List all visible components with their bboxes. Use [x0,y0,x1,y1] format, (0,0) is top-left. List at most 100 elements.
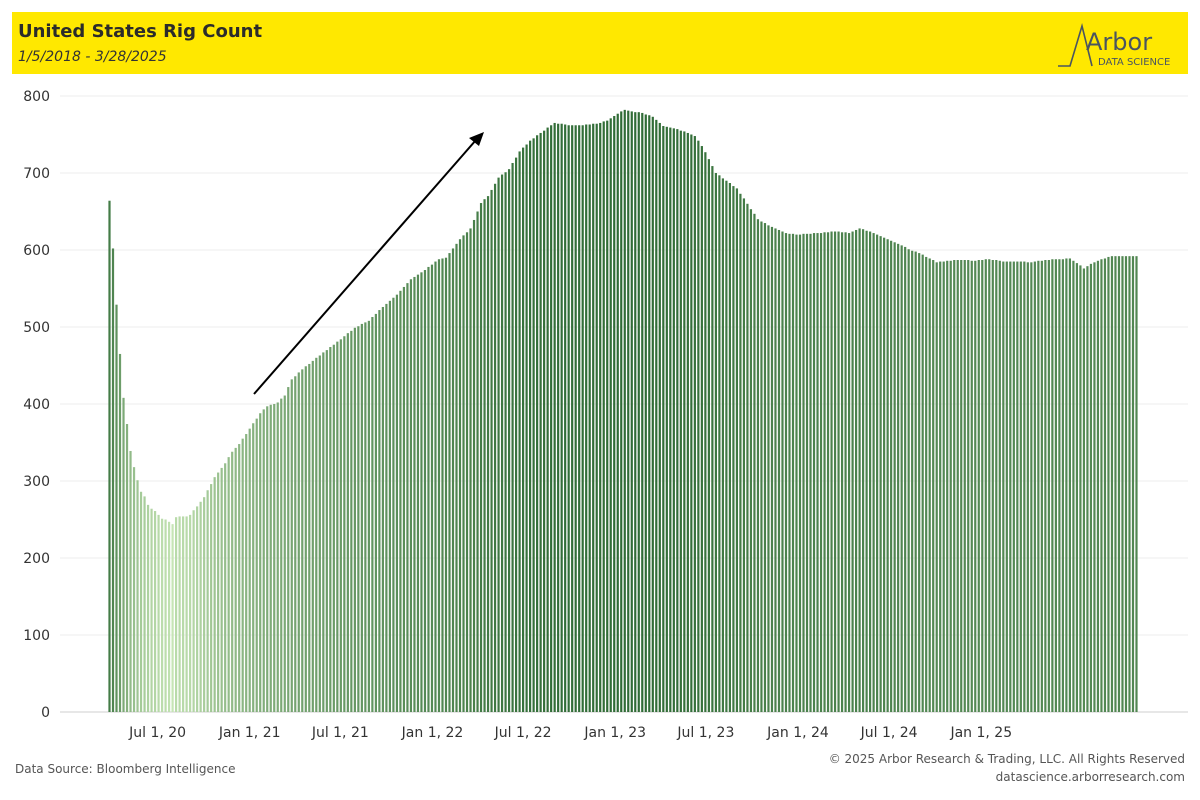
bar [956,260,959,712]
bar [662,126,665,712]
bar [613,116,616,712]
bar [1016,261,1019,712]
y-tick-label: 700 [23,166,50,182]
bar [231,451,234,712]
bar [427,266,430,712]
bar [248,428,251,712]
bar [522,147,525,713]
bar [192,510,195,712]
bar [536,135,539,712]
bar [157,514,160,712]
bar [911,250,914,712]
bar [826,232,830,713]
bar [840,232,844,713]
bar [455,243,458,712]
bar [1012,261,1015,712]
bar [294,376,297,712]
bar [367,320,370,712]
bar [122,397,125,712]
bar [781,231,784,712]
bar [500,174,504,713]
bar [774,228,777,712]
bar [297,372,300,712]
bar [665,126,668,713]
bar [353,327,356,712]
bar [914,251,917,713]
bar [153,511,157,712]
bar [518,151,521,712]
bar [483,199,486,712]
bar [143,496,146,712]
bar [932,260,935,712]
bar [210,484,213,712]
bar [567,125,570,712]
bar [437,259,441,712]
bar [430,264,434,712]
bar [1089,263,1093,712]
bar [802,233,805,712]
bar [458,239,462,712]
x-tick-label: Jan 1, 22 [401,725,464,741]
bar [763,223,767,713]
website-link[interactable]: datascience.arborresearch.com [995,770,1185,784]
bar [879,236,882,712]
bar [830,231,833,712]
bar [655,119,658,713]
bar [132,467,136,712]
bar [918,253,921,712]
bar [332,344,335,712]
bar [493,183,497,712]
bar [616,113,619,712]
bar [581,125,584,712]
bar [199,501,202,712]
bar [858,228,861,712]
bar [921,254,924,712]
bar [262,409,265,712]
bar [1075,263,1079,712]
bar [732,186,735,713]
bar [1110,256,1114,712]
bar [111,248,115,712]
bar [343,336,346,712]
chart-title: United States Rig Count [18,21,263,42]
bar [704,152,707,712]
copyright: © 2025 Arbor Research & Trading, LLC. Al… [828,752,1185,766]
bar [402,286,406,712]
bar [760,221,763,712]
bar [1124,256,1128,712]
bar [301,369,304,712]
bar [644,114,647,713]
bar [753,213,756,712]
bar [1061,259,1064,712]
bar [998,260,1001,712]
bar [1005,261,1008,712]
y-tick-label: 0 [41,705,50,721]
bar [949,260,952,712]
bar [725,180,728,712]
bar [735,188,739,712]
bar [749,209,753,712]
bar [739,193,742,713]
bar [325,350,328,712]
x-tick-label: Jul 1, 23 [676,725,734,741]
bar [283,395,286,712]
bar [984,259,987,712]
bar [385,303,388,712]
bar [413,276,416,712]
bar [392,297,395,712]
bar [823,232,826,713]
bar [634,112,637,713]
bar [304,366,307,712]
bar [129,450,132,712]
bar [245,434,248,712]
bar [182,516,185,712]
bar [869,231,872,712]
bar [1040,260,1043,712]
bar [378,310,381,712]
bar [371,316,374,712]
bar [816,233,819,712]
arbor-logo-mark [1058,22,1093,67]
bar [676,129,679,713]
bar [1023,261,1026,712]
bar [1100,259,1103,712]
